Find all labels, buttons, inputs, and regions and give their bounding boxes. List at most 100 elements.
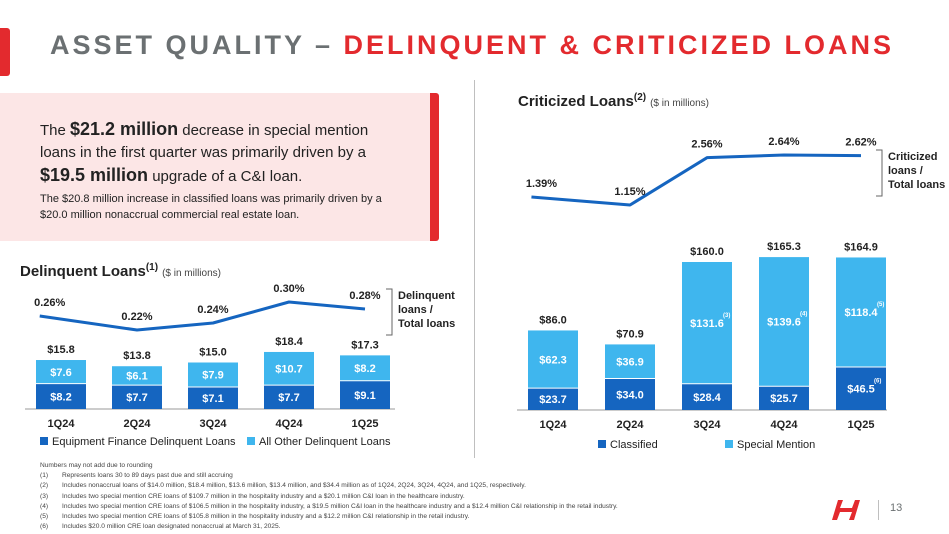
delinquent-ratio-legend-text: loans / (398, 304, 433, 316)
footnotes: Numbers may not add due to rounding (1) R… (40, 461, 618, 532)
footnote-number: (4) (40, 502, 49, 510)
delinquent-bar-equipment-finance-delinquent-loans (340, 380, 390, 409)
criticized-bar-special-mention (836, 257, 886, 367)
delinquent-segment-label: $7.1 (202, 393, 223, 405)
criticized-segment-label: $139.6 (767, 317, 801, 329)
criticized-segment-footnote: (5) (877, 302, 884, 308)
delinquent-ratio-line (39, 300, 366, 332)
delinquent-ratio-label: 0.26% (34, 297, 65, 309)
company-logo-icon (832, 500, 860, 520)
logo-divider (878, 500, 879, 520)
delinquent-legend-label: All Other Delinquent Loans (259, 436, 391, 448)
criticized-segment-label: $46.5 (847, 383, 875, 395)
delinquent-segment-label: $10.7 (275, 364, 303, 376)
criticized-bar-classified (759, 386, 809, 410)
delinquent-total-label: $15.8 (47, 344, 75, 356)
footnote-number: (2) (40, 482, 49, 490)
criticized-total-label: $70.9 (616, 328, 644, 340)
column-divider (474, 80, 475, 458)
delinquent-category-label: 3Q24 (200, 418, 228, 430)
callout-bold-amount-2: $19.5 million (40, 165, 149, 185)
criticized-total-label: $165.3 (767, 241, 801, 253)
criticized-segment-label: $28.4 (693, 392, 721, 404)
footnote-number: (5) (40, 513, 49, 521)
criticized-bar-special-mention (759, 257, 809, 387)
criticized-ratio-label: 1.15% (614, 186, 645, 198)
delinquent-bar-all-other-delinquent-loans (340, 355, 390, 381)
criticized-chart-title: Criticized Loans(2)($ in millions) (518, 92, 709, 110)
delinquent-category-label: 2Q24 (124, 418, 152, 430)
criticized-segment-label: $34.0 (616, 389, 644, 401)
criticized-ratio-legend-text: loans / (888, 165, 923, 177)
criticized-title-text: Criticized Loans (518, 93, 634, 110)
delinquent-bar-equipment-finance-delinquent-loans (264, 385, 314, 409)
delinquent-title-text: Delinquent Loans (20, 263, 146, 280)
footnote-intro: Numbers may not add due to rounding (40, 462, 153, 469)
footnote-number: (1) (40, 472, 49, 480)
delinquent-title-footnote: (1) (145, 262, 159, 273)
delinquent-segment-label: $7.6 (50, 367, 71, 379)
callout-box (0, 93, 430, 241)
callout-bold-amount-1: $21.2 million (70, 119, 179, 139)
criticized-ratio-legend-text: Total loans (888, 179, 945, 191)
delinquent-ratio-label: 0.22% (121, 311, 152, 323)
delinquent-ratio-legend-text: Total loans (398, 318, 455, 330)
delinquent-bar-equipment-finance-delinquent-loans (188, 386, 238, 409)
footnote-text: Represents loans 30 to 89 days past due … (62, 472, 233, 480)
page-title-part2: DELINQUENT & CRITICIZED LOANS (343, 30, 895, 60)
delinquent-unit-label: ($ in millions) (162, 268, 221, 279)
footnote-item: (5) Includes two special mention CRE loan… (40, 512, 618, 522)
criticized-bar-classified (682, 383, 732, 410)
delinquent-bar-all-other-delinquent-loans (264, 351, 314, 386)
delinquent-chart-title: Delinquent Loans(1)($ in millions) (20, 262, 221, 280)
delinquent-total-label: $17.3 (351, 339, 379, 351)
criticized-ratio-label: 2.56% (691, 139, 722, 151)
footnote-item: (4) Includes two special mention CRE loan… (40, 502, 618, 512)
delinquent-ratio-legend-text: Delinquent (398, 290, 455, 302)
delinquent-ratio-legend-bracket (386, 288, 393, 336)
page-number: 13 (890, 502, 903, 514)
delinquent-legend-swatch (40, 437, 48, 445)
footnote-number: (6) (40, 523, 49, 531)
criticized-total-label: $164.9 (844, 241, 878, 253)
criticized-legend-label: Classified (610, 439, 658, 451)
criticized-ratio-label: 1.39% (526, 178, 557, 190)
delinquent-total-label: $13.8 (123, 350, 151, 362)
criticized-ratio-label: 2.62% (845, 137, 876, 149)
criticized-legend-label: Special Mention (737, 439, 815, 451)
delinquent-bar-all-other-delinquent-loans (36, 360, 86, 384)
criticized-legend-swatch (598, 440, 606, 448)
delinquent-segment-label: $8.2 (354, 363, 375, 375)
criticized-category-label: 1Q25 (848, 419, 875, 431)
footnote-text: Includes two special mention CRE loans o… (62, 502, 618, 510)
callout-text-1: The (40, 122, 71, 139)
criticized-segment-label: $131.6 (690, 318, 724, 330)
footnote-item: (3) Includes two special mention CRE loan… (40, 492, 618, 502)
criticized-segment-label: $62.3 (539, 354, 567, 366)
delinquent-segment-label: $7.9 (202, 370, 223, 382)
delinquent-ratio-label: 0.28% (349, 290, 380, 302)
footnote-text: Includes $20.0 million CRE loan designat… (62, 523, 281, 531)
footnote-text: Includes two special mention CRE loans o… (62, 513, 470, 521)
criticized-segment-footnote: (6) (874, 378, 881, 384)
footnote-text: Includes nonaccrual loans of $14.0 milli… (62, 482, 526, 490)
delinquent-bar-equipment-finance-delinquent-loans (112, 385, 162, 409)
criticized-bar-special-mention (682, 262, 732, 384)
footnote-item: (6) Includes $20.0 million CRE loan desig… (40, 522, 618, 532)
criticized-category-label: 1Q24 (540, 419, 568, 431)
criticized-category-label: 3Q24 (694, 419, 722, 431)
page-title: ASSET QUALITY – DELINQUENT & CRITICIZED … (50, 30, 894, 61)
delinquent-segment-label: $6.1 (126, 371, 147, 383)
criticized-total-label: $86.0 (539, 314, 567, 326)
footnote-item: (1) Represents loans 30 to 89 days past d… (40, 471, 618, 481)
delinquent-category-label: 4Q24 (276, 418, 304, 430)
delinquent-bar-all-other-delinquent-loans (112, 366, 162, 386)
delinquent-legend-label: Equipment Finance Delinquent Loans (52, 436, 236, 448)
callout-accent-edge (430, 93, 439, 241)
criticized-bar-special-mention (605, 344, 655, 379)
criticized-bar-classified (836, 366, 886, 410)
footnote-number: (3) (40, 492, 49, 500)
criticized-title-footnote: (2) (633, 92, 647, 103)
